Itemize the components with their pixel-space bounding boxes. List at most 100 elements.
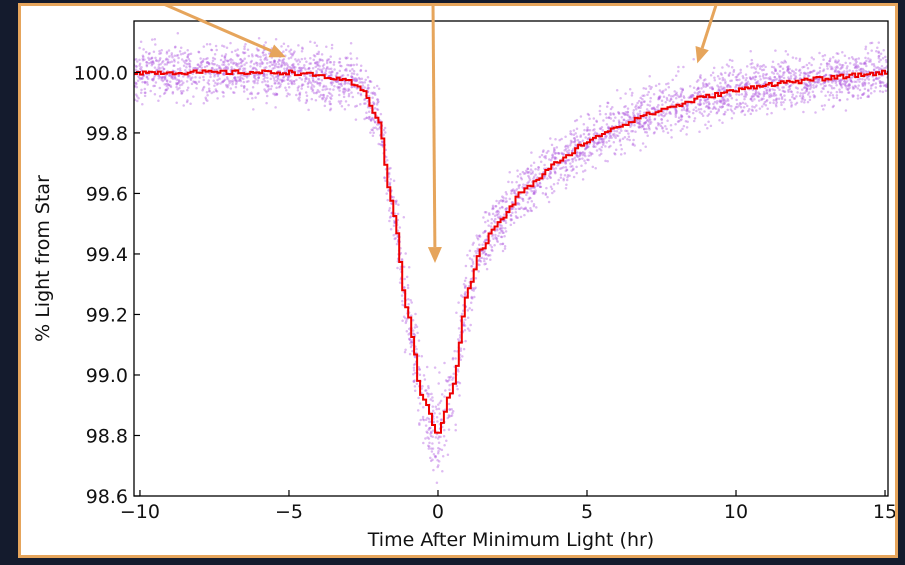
data-point — [286, 63, 289, 66]
data-point — [635, 119, 639, 122]
data-point — [737, 93, 741, 96]
data-point — [158, 94, 162, 98]
data-point — [622, 118, 626, 121]
data-point — [764, 80, 767, 84]
data-point — [272, 92, 275, 96]
data-point — [376, 123, 379, 126]
data-point — [790, 103, 793, 107]
data-point — [686, 105, 689, 108]
data-point — [175, 82, 178, 86]
data-point — [722, 100, 726, 103]
data-point — [722, 86, 725, 89]
data-point — [564, 186, 568, 190]
data-point — [827, 98, 831, 101]
data-point — [221, 73, 225, 76]
data-point — [393, 221, 396, 224]
data-point — [371, 134, 375, 138]
data-point — [353, 85, 357, 89]
data-point — [245, 80, 249, 84]
data-point — [197, 63, 200, 66]
data-point — [234, 85, 238, 89]
data-point — [515, 180, 518, 184]
data-point — [855, 66, 859, 70]
data-point — [324, 85, 328, 88]
data-point — [803, 101, 806, 104]
data-point — [252, 73, 256, 77]
data-point — [780, 61, 783, 64]
data-point — [786, 53, 790, 56]
data-point — [832, 96, 835, 100]
data-point — [405, 275, 409, 279]
data-point — [393, 219, 396, 223]
data-point — [692, 119, 696, 123]
data-point — [279, 65, 283, 68]
data-point — [679, 94, 683, 97]
data-point — [253, 76, 256, 79]
data-point — [637, 125, 640, 128]
data-point — [823, 85, 826, 88]
data-point — [744, 93, 747, 96]
annotation-arrow-head — [268, 44, 286, 58]
data-point — [772, 99, 776, 102]
data-point — [157, 77, 161, 80]
data-point — [481, 251, 484, 255]
data-point — [793, 77, 796, 81]
data-point — [329, 107, 333, 110]
data-point — [428, 393, 431, 396]
data-point — [749, 76, 752, 80]
data-point — [673, 93, 677, 97]
data-point — [652, 131, 656, 135]
data-point — [303, 57, 307, 60]
data-point — [592, 140, 595, 143]
data-point — [610, 136, 613, 140]
data-point — [456, 387, 459, 391]
data-point — [697, 79, 700, 82]
data-point — [517, 186, 521, 190]
data-point — [660, 121, 664, 125]
data-point — [653, 108, 657, 112]
data-point — [874, 82, 878, 85]
data-point — [688, 110, 691, 113]
data-point — [498, 207, 502, 210]
data-point — [558, 138, 561, 142]
data-point — [261, 51, 265, 54]
data-point — [350, 85, 353, 89]
data-point — [624, 119, 628, 123]
data-point — [423, 378, 427, 381]
data-point — [247, 54, 251, 58]
data-point — [650, 107, 654, 110]
data-point — [485, 238, 488, 241]
data-point — [447, 414, 451, 417]
data-point — [491, 207, 494, 211]
data-point — [872, 68, 876, 71]
data-point — [254, 61, 258, 65]
data-point — [726, 98, 729, 101]
data-point — [610, 125, 614, 128]
data-point — [313, 80, 316, 84]
data-point — [835, 96, 839, 100]
data-point — [254, 96, 257, 99]
data-point — [861, 84, 865, 88]
data-point — [242, 51, 246, 55]
data-point — [219, 82, 222, 85]
data-point — [392, 224, 396, 227]
data-point — [329, 55, 332, 58]
data-point — [838, 79, 842, 83]
data-point — [305, 94, 309, 98]
data-point — [640, 125, 643, 129]
data-point — [751, 62, 754, 65]
data-point — [205, 90, 209, 94]
data-point — [857, 84, 860, 87]
data-point — [729, 79, 732, 83]
data-point — [222, 63, 226, 66]
data-point — [365, 116, 369, 120]
data-point — [562, 153, 565, 157]
data-point — [680, 108, 684, 112]
data-point — [554, 156, 557, 159]
data-point — [826, 90, 830, 94]
data-point — [870, 63, 874, 66]
data-point — [213, 62, 216, 66]
data-point — [144, 91, 147, 94]
data-point — [640, 103, 644, 106]
data-point — [404, 321, 408, 325]
